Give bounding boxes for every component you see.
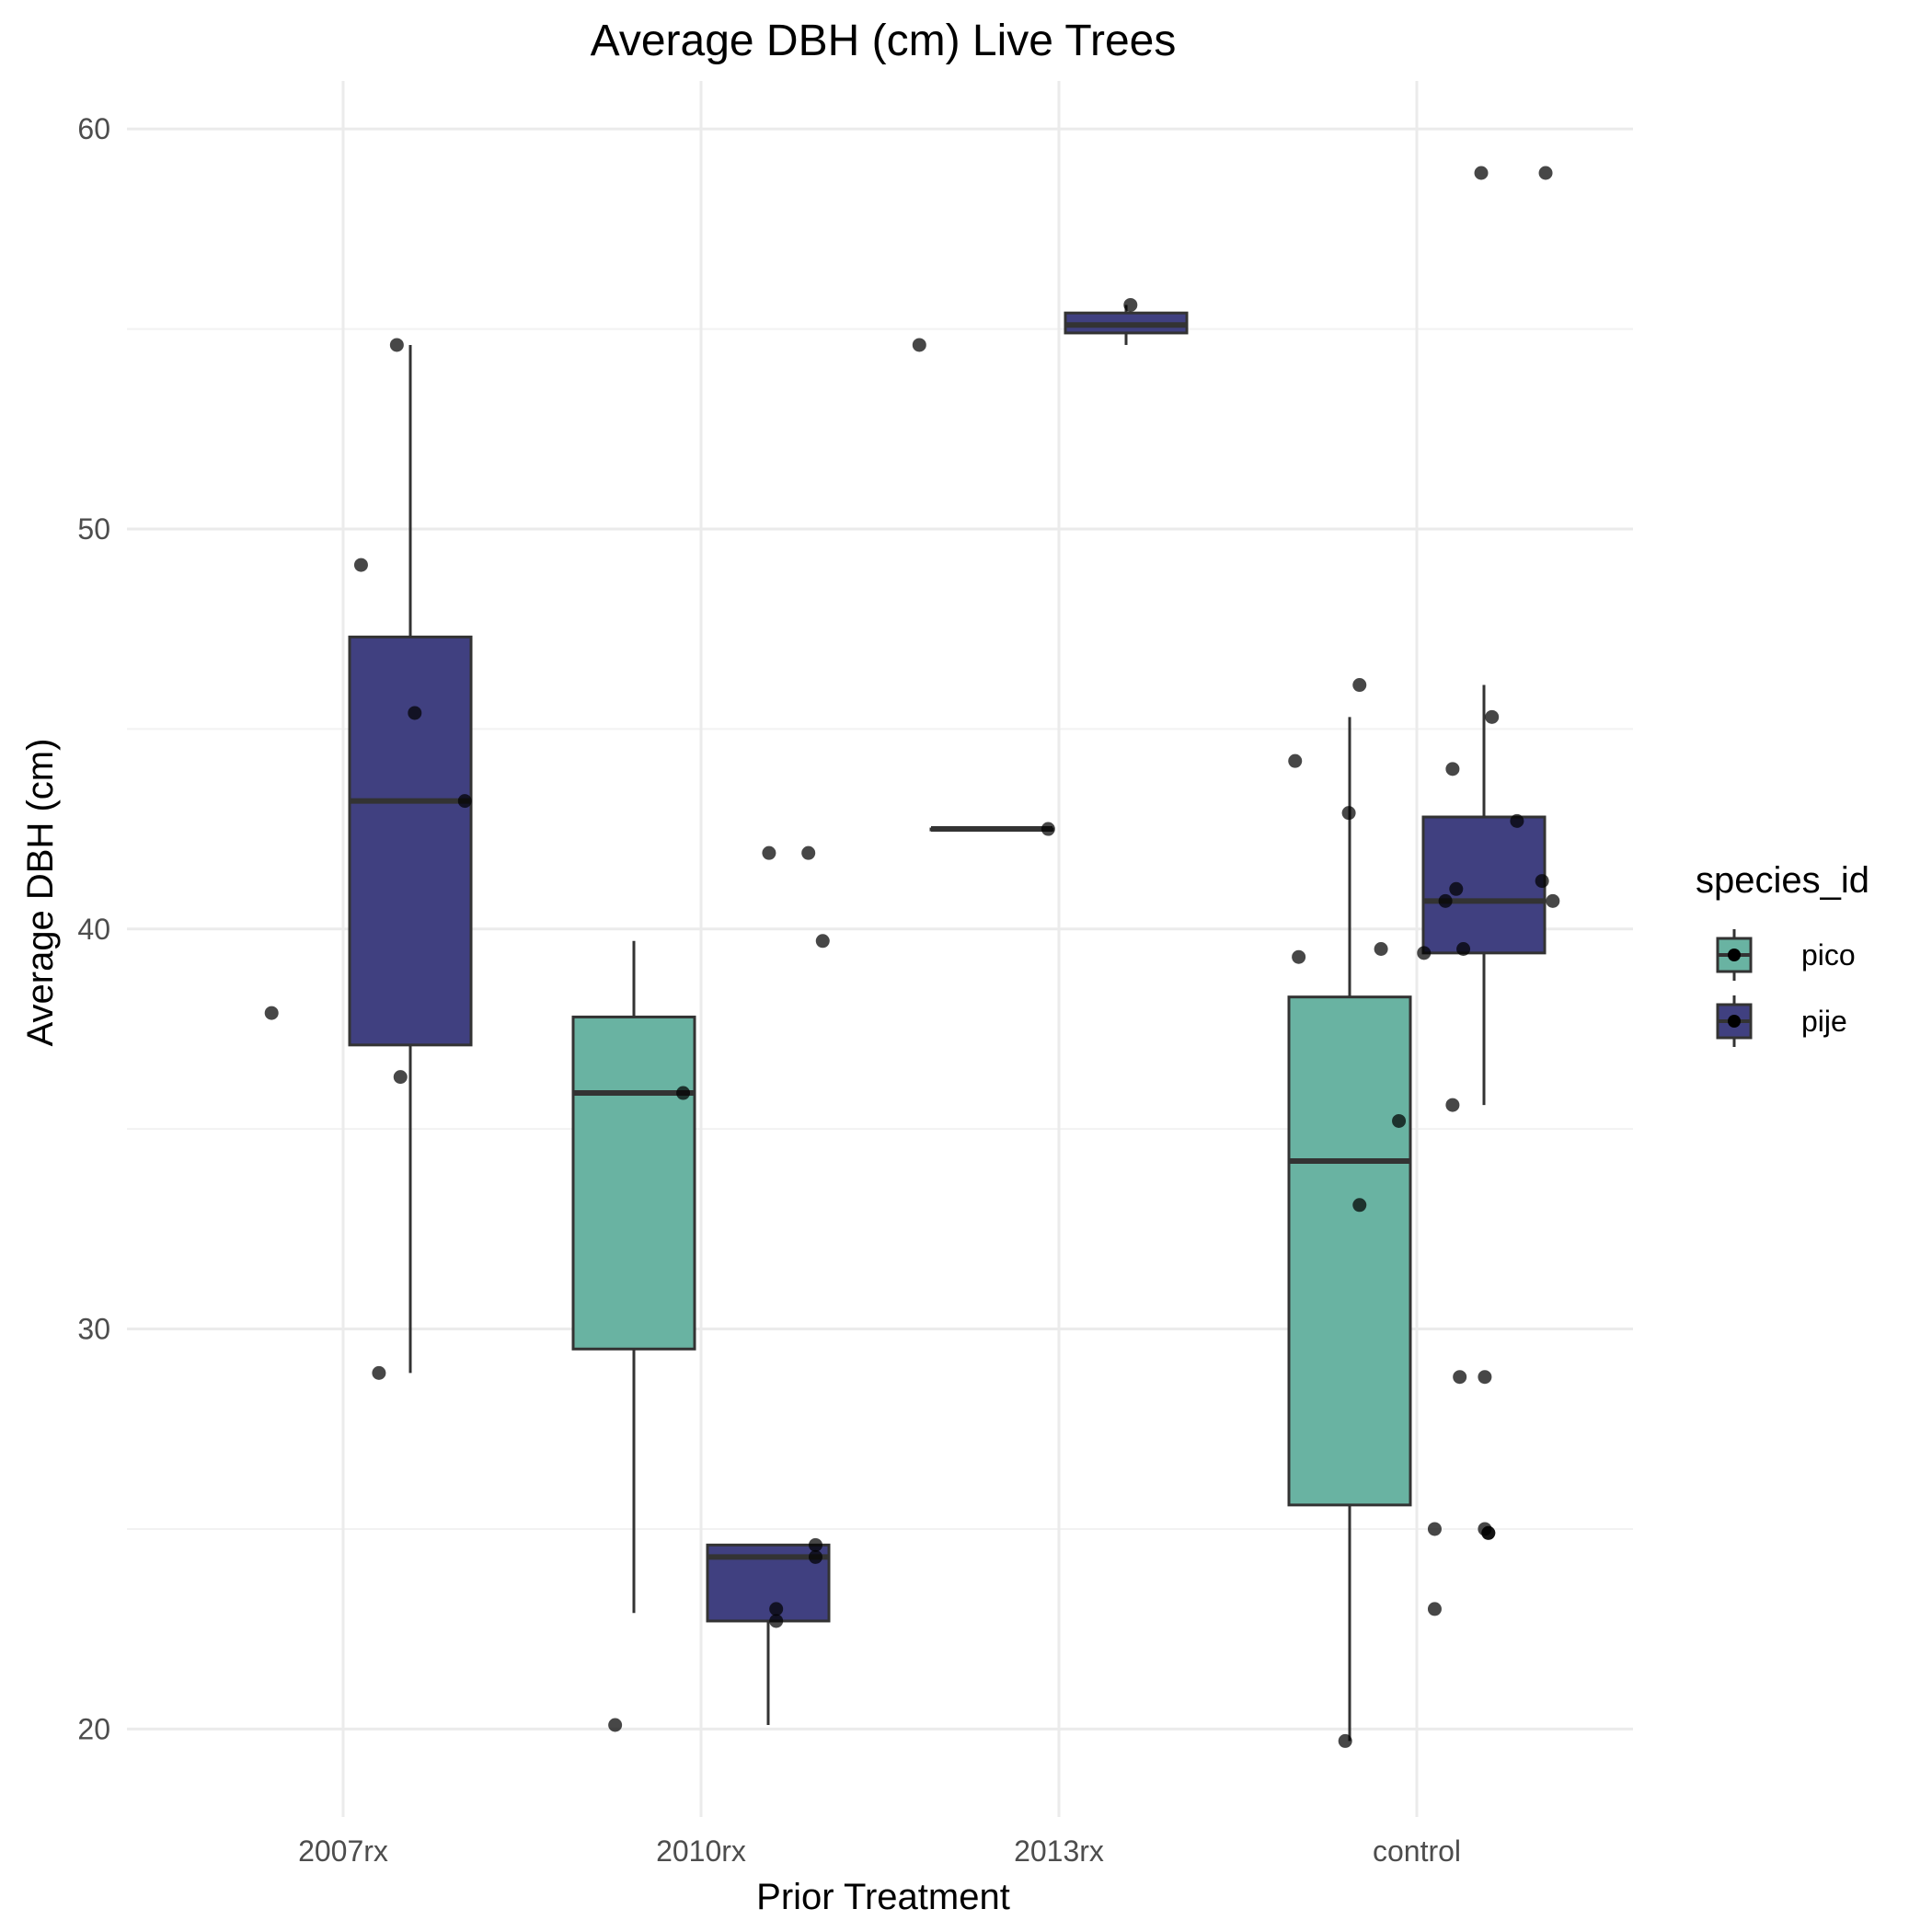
legend-key-pije: pije [1716,995,1847,1047]
data-points [264,166,1560,1748]
y-axis-title: Average DBH (cm) [20,739,61,1047]
legend: species_id pico pije [1696,860,1869,1047]
data-point [808,1537,822,1552]
data-point [408,706,422,720]
chart-title: Average DBH (cm) Live Trees [591,17,1177,65]
data-point [769,1614,784,1628]
data-point [1510,813,1524,828]
data-point [1374,942,1388,956]
legend-title: species_id [1696,860,1869,901]
data-point [1535,874,1549,889]
legend-key-point [1728,949,1741,961]
data-point [1546,893,1560,908]
box-iqr [348,635,473,1047]
box-pije-control [1421,684,1547,1106]
legend-label-pije: pije [1801,1005,1847,1038]
data-point [1123,297,1138,312]
data-point [353,558,368,572]
data-point [815,934,830,949]
data-point [1453,1370,1467,1385]
x-axis-ticks: 2007rx 2010rx 2013rx control [298,1834,1461,1868]
data-point [1481,1525,1496,1540]
data-point [1427,1522,1442,1536]
data-point [1427,1602,1442,1616]
box-pico-control [1287,717,1412,1742]
box-pije-2013rx [1064,305,1189,345]
gridlines [127,81,1633,1817]
data-point [769,1602,784,1616]
data-point [457,794,472,809]
x-tick-label: 2010rx [656,1834,746,1868]
data-point [1456,942,1471,956]
box-iqr [1421,815,1547,955]
y-tick-label: 60 [77,112,110,145]
data-point [1438,893,1453,908]
y-axis-ticks: 20 30 40 50 60 [77,112,110,1745]
box-iqr [571,1015,696,1351]
data-point [912,338,926,352]
data-point [389,338,404,352]
data-point [762,845,776,860]
x-tick-label: control [1373,1834,1461,1868]
legend-label-pico: pico [1801,938,1856,972]
data-point [1445,1098,1460,1112]
data-point [1041,822,1055,836]
data-point [1445,762,1460,776]
legend-key-pico: pico [1716,929,1856,981]
x-tick-label: 2013rx [1014,1834,1104,1868]
data-point [801,845,816,860]
data-point [1417,946,1432,960]
y-tick-label: 50 [77,512,110,546]
data-point [1341,806,1356,821]
data-point [1352,1198,1367,1213]
y-tick-label: 40 [77,913,110,946]
data-point [1538,166,1553,180]
box-pije-2007rx [348,344,473,1374]
data-point [1449,881,1464,896]
data-point [608,1718,623,1732]
legend-keys: pico pije [1716,929,1856,1047]
data-point [1288,753,1303,768]
data-point [1478,1370,1492,1385]
data-point [1338,1733,1352,1748]
y-tick-label: 20 [77,1712,110,1745]
box-iqr [1287,995,1412,1507]
data-point [1352,678,1367,693]
legend-key-point [1728,1015,1741,1028]
box-pico-2013rx [929,826,1054,833]
data-point [1392,1113,1407,1128]
data-point [372,1365,386,1380]
data-point [393,1070,408,1085]
data-point [676,1086,691,1100]
box-pije-2010rx [706,1543,831,1725]
x-tick-label: 2007rx [298,1834,388,1868]
y-tick-label: 30 [77,1313,110,1346]
x-axis-title: Prior Treatment [756,1877,1010,1917]
box-pico-2010rx [571,940,696,1614]
data-point [1292,949,1306,964]
data-point [264,1006,279,1020]
data-point [1485,709,1500,724]
boxplots [348,305,1547,1742]
data-point [808,1549,822,1564]
data-point [1474,166,1489,180]
